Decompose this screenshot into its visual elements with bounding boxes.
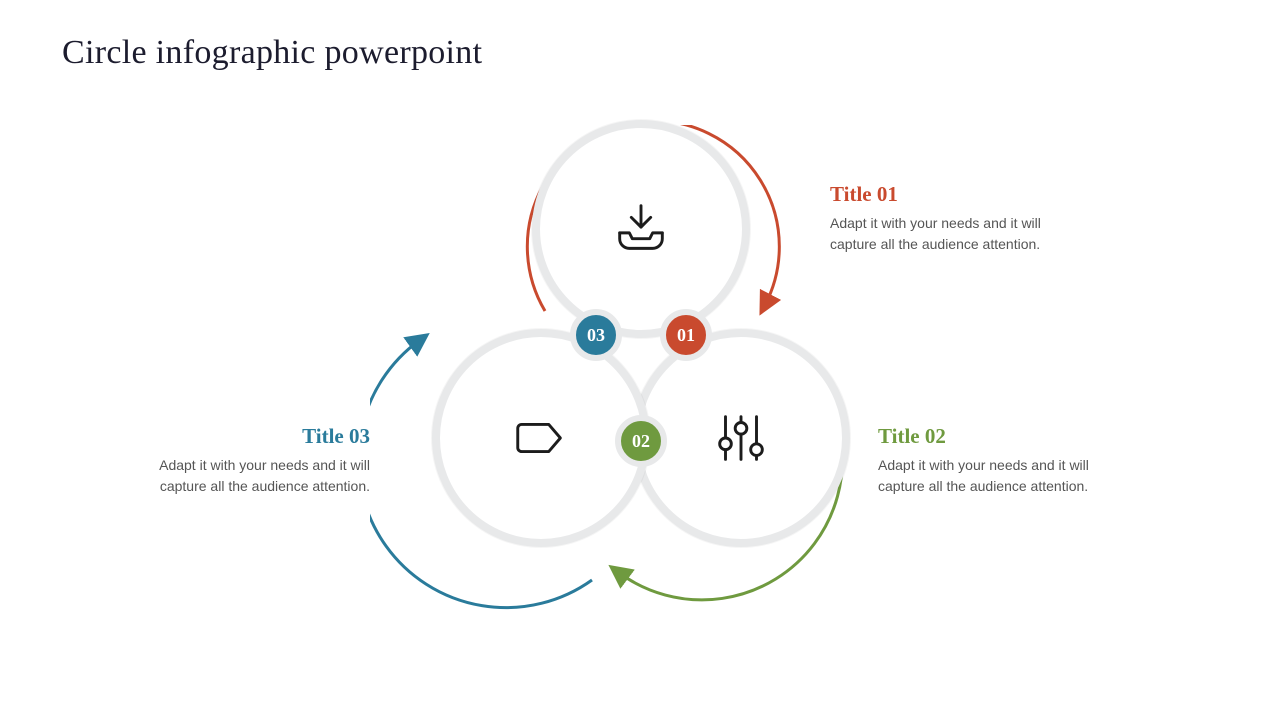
number-badge-01: 01 — [660, 309, 712, 361]
slide-canvas: Circle infographic powerpoint — [0, 0, 1280, 720]
item-text-01: Title 01 Adapt it with your needs and it… — [830, 182, 1060, 255]
item-title: Title 02 — [878, 424, 1108, 449]
download-tray-icon — [610, 198, 672, 260]
item-title: Title 01 — [830, 182, 1060, 207]
item-description: Adapt it with your needs and it will cap… — [140, 455, 370, 497]
badge-label: 02 — [632, 431, 650, 452]
badge-label: 03 — [587, 325, 605, 346]
item-description: Adapt it with your needs and it will cap… — [878, 455, 1108, 497]
item-title: Title 03 — [140, 424, 370, 449]
badge-label: 01 — [677, 325, 695, 346]
sliders-icon — [710, 407, 772, 469]
number-badge-03: 03 — [570, 309, 622, 361]
number-badge-02: 02 — [615, 415, 667, 467]
slide-title: Circle infographic powerpoint — [62, 34, 482, 72]
cycle-circle-top — [532, 120, 750, 338]
item-text-03: Title 03 Adapt it with your needs and it… — [140, 424, 370, 497]
item-description: Adapt it with your needs and it will cap… — [830, 213, 1060, 255]
item-text-02: Title 02 Adapt it with your needs and it… — [878, 424, 1108, 497]
tag-outline-icon — [510, 407, 572, 469]
